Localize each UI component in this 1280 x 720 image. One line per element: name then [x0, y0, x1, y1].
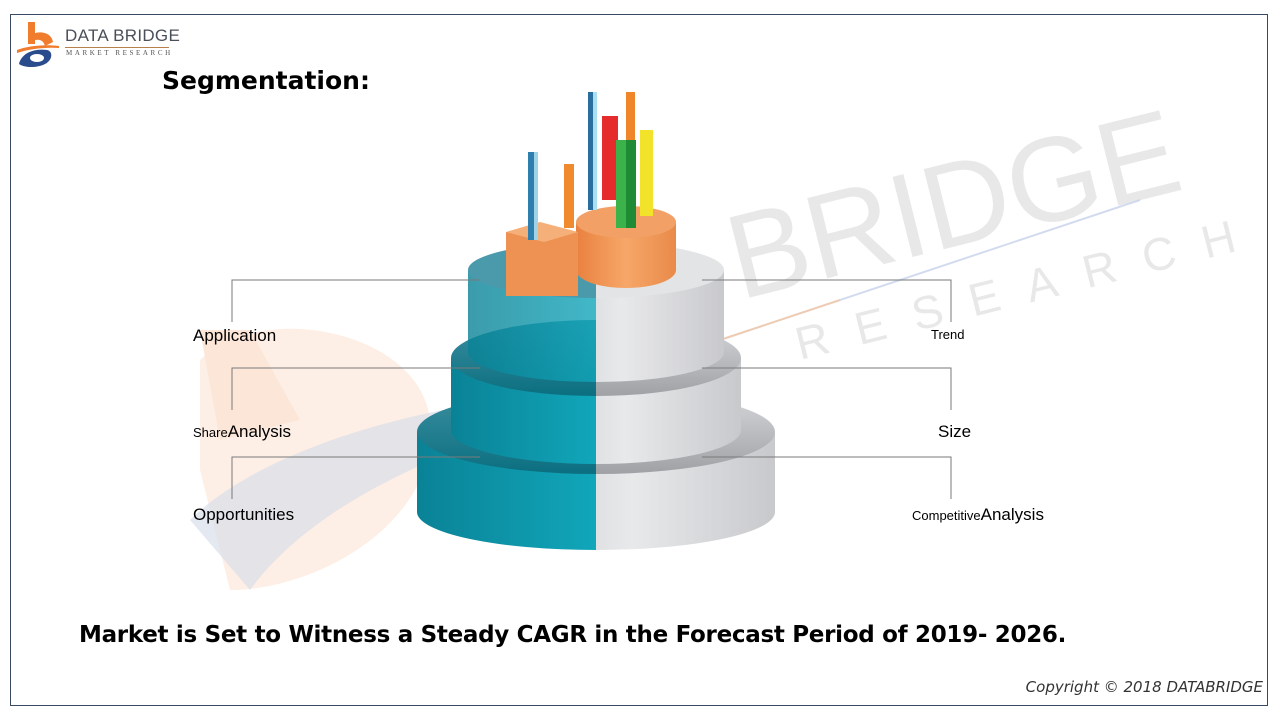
logo-mark-icon	[17, 22, 59, 67]
headline: Market is Set to Witness a Steady CAGR i…	[79, 622, 1067, 648]
logo-divider	[65, 47, 169, 48]
segment-label-trend: Trend	[931, 327, 965, 342]
segment-label-competitive-analysis: CompetitiveAnalysis	[912, 505, 1044, 524]
company-logo: DATA BRIDGE MARKET RESEARCH	[15, 20, 180, 68]
slide-frame	[10, 14, 1268, 706]
logo-subtitle: MARKET RESEARCH	[66, 49, 173, 57]
segment-label-share-analysis: ShareAnalysis	[193, 422, 292, 441]
logo-title: DATA BRIDGE	[65, 26, 181, 45]
segment-label-size: Size	[938, 422, 972, 441]
bar-chart-icon	[528, 92, 653, 240]
page-title: Segmentation:	[162, 66, 370, 95]
segment-label-opportunities: Opportunities	[193, 505, 295, 524]
segment-label-application: Application	[193, 326, 277, 345]
connector-lines	[231, 279, 952, 499]
copyright-notice: Copyright © 2018 DATABRIDGE	[1025, 678, 1263, 696]
